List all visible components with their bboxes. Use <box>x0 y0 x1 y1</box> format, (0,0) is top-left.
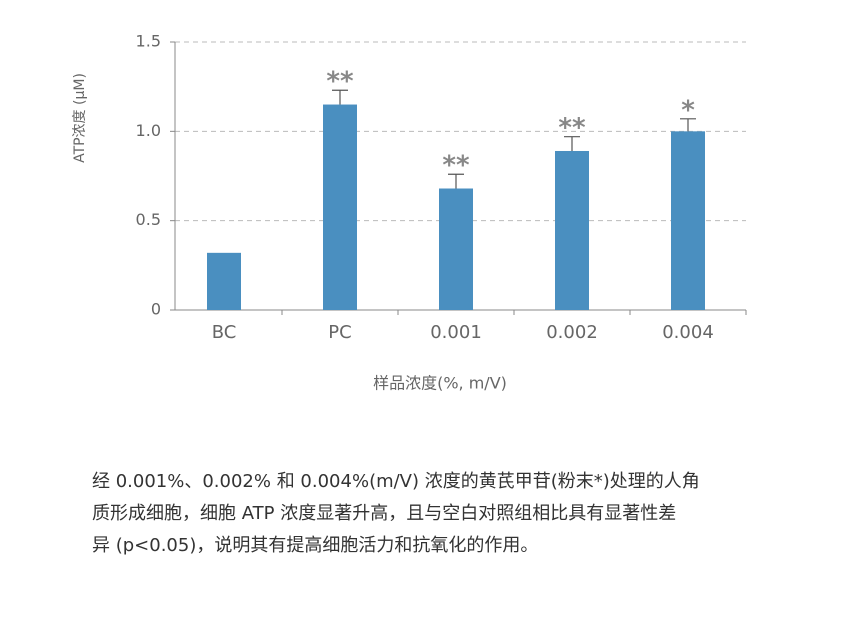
x-tick-label: PC <box>328 322 351 343</box>
error-bar <box>564 136 580 151</box>
caption-line: 质形成细胞，细胞 ATP 浓度显著升高，且与空白对照组相比具有显著性差 <box>92 503 677 524</box>
error-bar <box>448 173 464 189</box>
chart: ATP浓度 (μM) 样品浓度(%, m/V) 00.51.01.5BC PC**… <box>72 32 747 393</box>
significance-label: * <box>681 95 695 125</box>
caption-line: 经 0.001%、0.002% 和 0.004%(m/V) 浓度的黄芪甲苷(粉末… <box>92 471 700 492</box>
bar <box>207 252 241 310</box>
bar <box>555 150 589 310</box>
y-tick-label: 1.0 <box>136 121 161 140</box>
y-tick-label: 1.5 <box>136 32 161 51</box>
caption-line: 异 (p<0.05)，说明其有提高细胞活力和抗氧化的作用。 <box>92 535 539 556</box>
error-bar <box>332 89 348 105</box>
x-tick-label: 0.004 <box>662 322 714 343</box>
significance-label: ** <box>558 113 586 143</box>
bar <box>323 104 357 311</box>
x-tick-label: 0.002 <box>546 322 598 343</box>
significance-label: ** <box>442 151 470 181</box>
bar <box>671 131 705 310</box>
caption: 经 0.001%、0.002% 和 0.004%(m/V) 浓度的黄芪甲苷(粉末… <box>92 466 792 562</box>
y-tick-label: 0 <box>151 300 161 319</box>
x-tick-label: BC <box>212 322 237 343</box>
y-axis-label: ATP浓度 (μM) <box>72 73 88 163</box>
x-tick-label: 0.001 <box>430 322 482 343</box>
y-tick-label: 0.5 <box>136 210 161 229</box>
significance-label: ** <box>326 67 354 97</box>
bar <box>439 188 473 310</box>
x-axis-label: 样品浓度(%, m/V) <box>373 374 507 393</box>
error-bar <box>680 118 696 132</box>
